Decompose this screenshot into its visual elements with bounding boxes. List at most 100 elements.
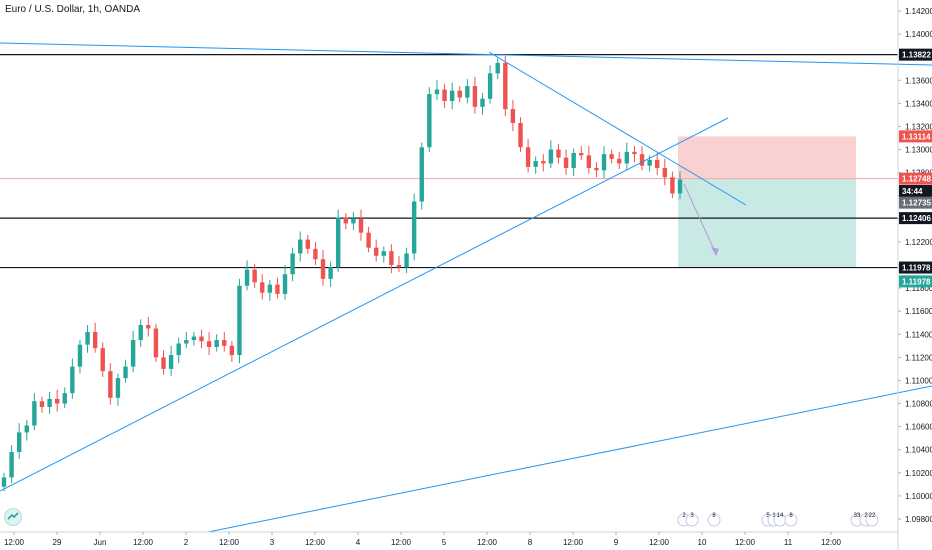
price-tick-label: 1.11800	[905, 284, 932, 293]
candle-body-71	[541, 161, 546, 164]
candle-body-6	[47, 398, 52, 408]
candle-body-8	[62, 393, 67, 404]
candle-body-60	[457, 90, 462, 98]
candle-body-81	[617, 158, 622, 164]
candle-body-7	[54, 398, 60, 404]
candle-body-44	[336, 217, 341, 268]
time-tick-label: Jun	[94, 538, 107, 547]
candle-body-69	[525, 147, 531, 167]
position-zones[interactable]	[678, 136, 856, 268]
tradingview-logo-icon[interactable]	[4, 508, 22, 526]
candle-body-3	[24, 425, 29, 433]
economic-events[interactable]: 2 3 8 5 1 14 8 33 2 22	[677, 513, 879, 527]
candle-body-59	[449, 90, 455, 102]
event-flag-label: 3	[690, 513, 694, 519]
event-flag-label: 8	[712, 513, 716, 519]
descending-trendline	[488, 51, 747, 206]
candle-body-50	[381, 251, 386, 256]
candle-body-38	[290, 253, 295, 275]
horizontal-levels[interactable]	[0, 54, 898, 269]
candle-body-31	[237, 285, 242, 356]
trendlines[interactable]	[0, 42, 932, 533]
candle-body-10	[77, 344, 83, 367]
candles[interactable]	[1, 56, 683, 492]
candle-body-57	[434, 89, 440, 95]
time-tick-label: 10	[698, 538, 707, 547]
price-tick-label: 1.09800	[905, 515, 932, 524]
candle-body-61	[465, 86, 470, 98]
candle-body-20	[153, 328, 159, 358]
time-tick-label: 12:00	[133, 538, 154, 547]
candle-body-27	[206, 341, 212, 347]
candle-body-12	[92, 331, 98, 349]
candle-body-36	[275, 284, 280, 294]
candle-body-34	[260, 282, 265, 293]
event-flag-label: 2	[682, 513, 686, 519]
time-tick-label: 4	[356, 538, 361, 547]
price-tick-label: 1.10400	[905, 446, 932, 455]
price-tick-label: 1.11600	[905, 307, 932, 316]
candle-body-16	[123, 366, 128, 379]
take-profit-zone	[678, 178, 856, 268]
event-flag-label: 5	[766, 513, 770, 519]
price-tick-label: 1.12200	[905, 238, 932, 247]
candle-body-17	[130, 340, 136, 367]
candle-body-74	[563, 157, 569, 169]
candle-body-65	[495, 62, 500, 74]
price-badge-label: 1.12406	[902, 214, 931, 223]
candle-body-64	[487, 73, 493, 99]
candle-body-79	[601, 154, 607, 171]
candle-body-24	[184, 340, 189, 344]
price-badge-label: 1.13822	[902, 51, 931, 60]
time-tick-label: 9	[614, 538, 619, 547]
candle-body-35	[267, 284, 273, 293]
price-axis[interactable]: 1.142001.140001.138001.136001.134001.132…	[897, 0, 932, 550]
time-tick-label: 11	[784, 538, 793, 547]
price-tick-label: 1.13400	[905, 99, 932, 108]
event-flag-label: 2	[864, 513, 868, 519]
candle-body-77	[586, 155, 592, 169]
price-badge-2	[899, 172, 932, 185]
candle-body-68	[518, 122, 523, 148]
candle-body-0	[1, 477, 7, 487]
time-axis[interactable]: 12:00 29 Jun 12:00 2 12:00 3 12:00 4 12:00 5 12:00 8…	[0, 531, 898, 547]
candle-body-49	[373, 247, 379, 256]
price-badge-4	[899, 196, 932, 209]
event-flag-icon	[685, 513, 699, 527]
candle-body-28	[214, 340, 219, 347]
candle-body-14	[108, 371, 113, 398]
time-tick-label: 8	[528, 538, 533, 547]
candle-body-51	[389, 251, 394, 265]
candle-body-85	[647, 159, 652, 166]
time-tick-label: 12:00	[4, 538, 25, 547]
upper-resistance-trendline	[0, 42, 932, 66]
candle-body-56	[427, 94, 432, 148]
projection-arrow-head	[711, 247, 719, 256]
candle-body-4	[32, 401, 37, 426]
candle-body-22	[168, 355, 174, 369]
event-flag-label: 22	[869, 513, 876, 519]
candle-body-30	[229, 345, 235, 356]
candle-body-18	[138, 325, 143, 341]
event-flag-label: 8	[789, 513, 793, 519]
candle-body-80	[609, 154, 614, 159]
candle-body-72	[548, 149, 554, 164]
candle-body-52	[396, 265, 402, 268]
price-tick-label: 1.14000	[905, 30, 932, 39]
candle-body-21	[161, 357, 166, 369]
candle-body-5	[39, 401, 45, 408]
stop-loss-zone	[678, 136, 856, 179]
candle-body-66	[503, 62, 508, 110]
time-tick-label: 12:00	[735, 538, 756, 547]
candle-body-15	[115, 378, 121, 398]
projection-arrow-line	[683, 183, 717, 255]
candle-body-11	[85, 331, 90, 345]
price-badge-5	[899, 212, 932, 225]
time-tick-label: 12:00	[305, 538, 326, 547]
price-badge-1	[899, 130, 932, 143]
price-tick-label: 1.13600	[905, 76, 932, 85]
candle-body-47	[358, 218, 364, 233]
price-badge-7	[899, 275, 932, 288]
event-flag-label: 14	[777, 513, 784, 519]
